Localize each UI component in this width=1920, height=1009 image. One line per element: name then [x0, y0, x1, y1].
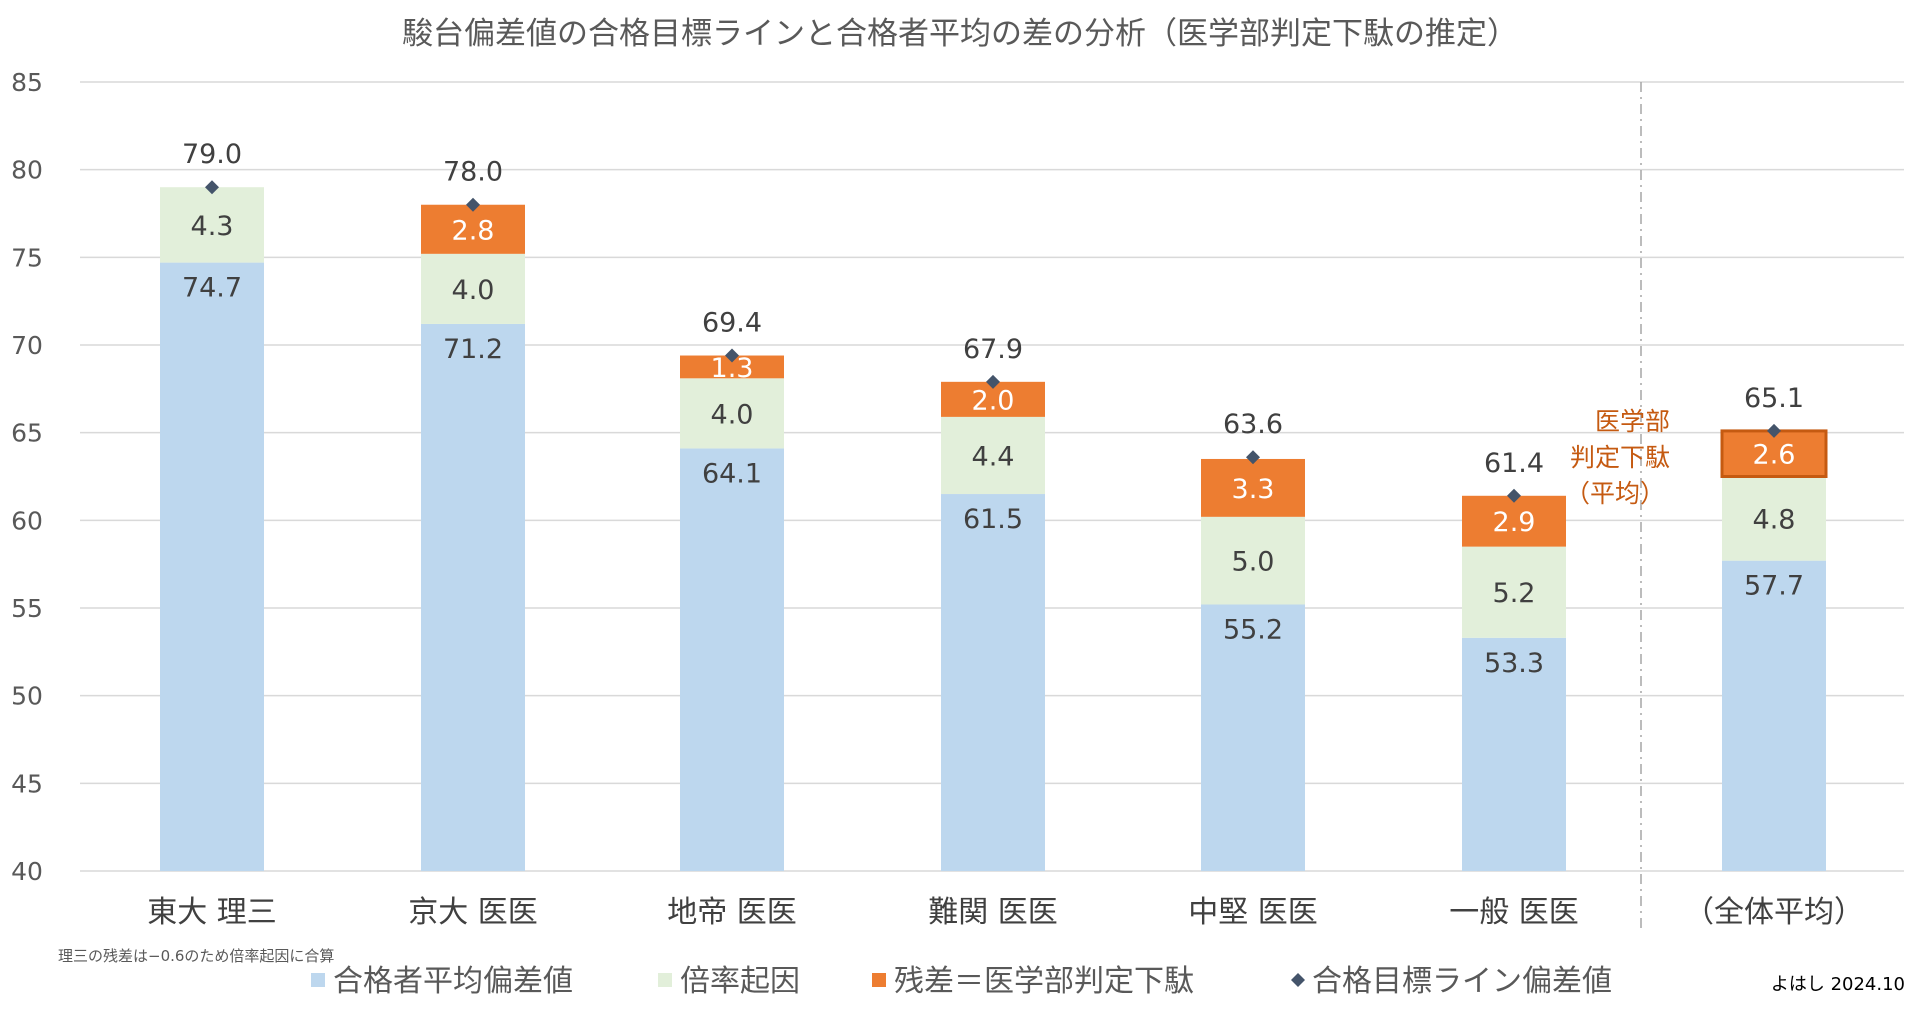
legend-label: 合格目標ライン偏差値	[1312, 964, 1612, 999]
target-marker	[205, 180, 219, 195]
data-label: 57.7	[1744, 571, 1804, 602]
bar-segment	[941, 416, 1045, 495]
bar-segment	[1722, 560, 1826, 871]
bar-segment	[680, 378, 784, 449]
data-label: 2.9	[1493, 507, 1536, 538]
y-tick-label: 40	[11, 857, 43, 886]
bar-segment	[1462, 637, 1566, 871]
legend-swatch	[872, 973, 886, 987]
annotation-line-3: （平均）	[1565, 479, 1665, 508]
data-label: 4.0	[711, 399, 754, 430]
target-marker	[466, 197, 480, 212]
data-label: 2.0	[972, 385, 1015, 416]
legend: 合格者平均偏差値 倍率起因 残差＝医学部判定下駄 合格目標ライン偏差値	[311, 964, 1612, 999]
bar-segment	[1462, 495, 1566, 547]
data-label: 5.2	[1493, 578, 1536, 609]
data-label: 4.3	[191, 211, 234, 242]
data-label: 2.8	[452, 215, 495, 246]
bar-segment	[421, 323, 525, 872]
bar-segment	[680, 355, 784, 379]
y-tick-label: 55	[11, 594, 43, 623]
footnote: 理三の残差は−0.6のため倍率起因に合算	[58, 947, 334, 965]
credit: よはし 2024.10	[1771, 974, 1905, 995]
bar-segment	[941, 494, 1045, 871]
y-tick-label: 80	[11, 156, 43, 185]
y-tick-label: 45	[11, 769, 43, 798]
x-tick-label: 地帝 医医	[667, 895, 797, 930]
target-marker	[986, 374, 1000, 389]
target-label: 63.6	[1223, 409, 1283, 440]
y-tick-label: 70	[11, 331, 43, 360]
annotation-line-2: 判定下駄	[1570, 443, 1670, 472]
data-label: 74.7	[182, 273, 242, 304]
y-tick-label: 75	[11, 243, 43, 272]
bar-segment	[160, 262, 264, 871]
data-label: 55.2	[1223, 614, 1283, 645]
bar-segment	[1201, 458, 1305, 517]
x-tick-label: 一般 医医	[1449, 895, 1579, 930]
target-label: 67.9	[963, 334, 1023, 365]
bar-segment	[160, 187, 264, 263]
target-label: 79.0	[182, 139, 242, 170]
bar-segment	[1201, 516, 1305, 605]
x-tick-label: 難関 医医	[928, 895, 1058, 930]
legend-swatch	[311, 973, 325, 987]
target-marker	[1767, 423, 1781, 438]
bar-segment	[1722, 476, 1826, 561]
chart-title: 駿台偏差値の合格目標ラインと合格者平均の差の分析（医学部判定下駄の推定）	[402, 16, 1518, 52]
data-label: 64.1	[702, 458, 762, 489]
data-label: 5.0	[1232, 547, 1275, 578]
data-label: 4.4	[972, 441, 1015, 472]
target-marker	[1246, 450, 1260, 465]
bar-segment	[1201, 604, 1305, 871]
bar-segment	[421, 204, 525, 254]
x-tick-label: 東大 理三	[147, 895, 277, 930]
x-tick-label: 京大 医医	[408, 895, 538, 930]
y-tick-label: 60	[11, 506, 43, 535]
target-marker	[725, 348, 739, 363]
data-label: 3.3	[1232, 474, 1275, 505]
target-label: 69.4	[702, 308, 762, 339]
legend-label: 残差＝医学部判定下駄	[894, 964, 1194, 999]
data-label: 61.5	[963, 504, 1023, 535]
data-label: 71.2	[443, 334, 503, 365]
bar-segment	[1462, 546, 1566, 638]
y-tick-label: 65	[11, 419, 43, 448]
legend-marker	[1291, 973, 1305, 987]
bar-segment	[680, 448, 784, 871]
target-label: 61.4	[1484, 448, 1544, 479]
data-label: 2.6	[1753, 440, 1796, 471]
legend-label: 合格者平均偏差値	[333, 964, 573, 999]
legend-label: 倍率起因	[680, 964, 800, 999]
x-tick-label: （全体平均）	[1684, 895, 1864, 930]
data-label: 53.3	[1484, 648, 1544, 679]
annotation-line-1: 医学部	[1595, 407, 1670, 436]
target-marker	[1507, 488, 1521, 503]
y-tick-label: 50	[11, 682, 43, 711]
bar-segment	[421, 253, 525, 324]
x-tick-label: 中堅 医医	[1188, 895, 1318, 930]
legend-swatch	[658, 973, 672, 987]
data-label: 4.8	[1753, 505, 1796, 536]
target-label: 78.0	[443, 157, 503, 188]
y-tick-label: 85	[11, 68, 43, 97]
data-label: 4.0	[452, 275, 495, 306]
target-label: 65.1	[1744, 383, 1804, 414]
